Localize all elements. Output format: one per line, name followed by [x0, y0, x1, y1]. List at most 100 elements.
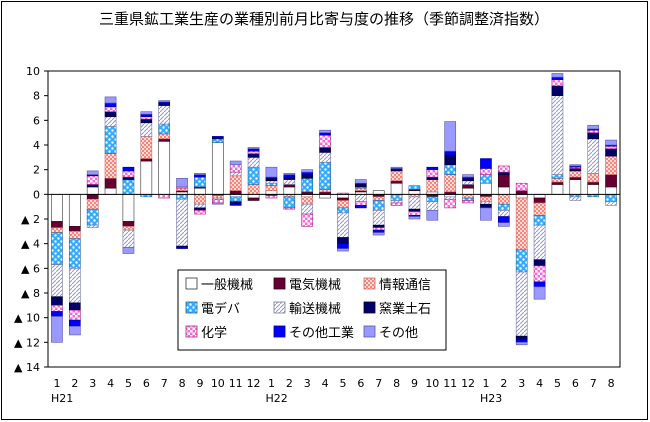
bar-segment — [533, 281, 546, 288]
bar-segment — [372, 224, 385, 228]
year-label: H23 — [480, 392, 502, 405]
bar-segment — [569, 170, 582, 178]
bar-segment — [301, 174, 314, 179]
bar-segment — [569, 179, 582, 195]
bar-segment — [408, 196, 421, 210]
legend-label: その他工業 — [289, 325, 354, 341]
bar-segment — [337, 243, 349, 249]
bar-segment — [497, 165, 510, 173]
bar-segment — [104, 106, 117, 113]
x-tick-label: 6 — [143, 377, 150, 390]
x-tick-label: 2 — [500, 377, 507, 390]
bar-segment — [390, 170, 403, 182]
legend-swatch — [363, 325, 376, 338]
bar-segment — [444, 174, 457, 193]
legend-label: 一般機械 — [201, 277, 253, 293]
bar-segment — [68, 231, 81, 240]
chart-title: 三重県鉱工業生産の業種別前月比寄与度の推移（季節調整済指数） — [98, 10, 549, 28]
bar-segment — [283, 207, 296, 210]
bar-segment — [480, 158, 492, 169]
bar-segment — [194, 176, 206, 188]
bar-segment — [283, 174, 296, 178]
bar-segment — [265, 190, 278, 195]
x-tick-label: 8 — [179, 377, 186, 390]
bar-segment — [372, 229, 385, 233]
y-tick-label: 2 — [33, 164, 40, 177]
bar-segment — [426, 210, 439, 221]
year-label: H22 — [265, 392, 287, 405]
bar-segment — [515, 182, 528, 191]
bar-segment — [194, 173, 206, 175]
bar-segment — [569, 164, 582, 167]
x-tick-label: 10 — [211, 377, 225, 390]
bar-segment — [140, 116, 153, 120]
bar-segment — [533, 202, 546, 216]
bar-segment — [104, 96, 117, 104]
bar-segment — [122, 176, 135, 180]
bar-segment — [104, 126, 117, 154]
x-tick-label: 7 — [590, 377, 597, 390]
bar-segment — [480, 207, 492, 221]
bar-segment — [515, 197, 528, 251]
y-tick-label: 4 — [33, 139, 40, 152]
bar-segment — [372, 196, 385, 201]
bar-segment — [301, 169, 314, 173]
bar-segment — [140, 136, 153, 159]
bar-segment — [587, 173, 600, 183]
bar-segment — [497, 186, 510, 195]
y-tick-label: ▲ 2 — [21, 213, 40, 226]
x-tick-label: 7 — [161, 377, 168, 390]
bar-segment — [229, 160, 242, 166]
bar-segment — [497, 194, 510, 205]
bar-segment — [104, 102, 117, 108]
x-tick-label: 12 — [247, 377, 261, 390]
bar-segment — [122, 247, 135, 254]
legend-swatch — [185, 277, 198, 290]
bar-segment — [605, 148, 617, 157]
bar-segment — [605, 139, 617, 146]
bar-segment — [247, 194, 260, 199]
bar-segment — [247, 150, 260, 154]
bar-segment — [462, 197, 474, 201]
x-tick-label: 4 — [536, 377, 543, 390]
bar-segment — [551, 85, 564, 96]
bar-segment — [551, 95, 564, 175]
x-tick-label: 5 — [339, 377, 346, 390]
bar-segment — [158, 123, 171, 135]
bar-segment — [158, 133, 171, 140]
bar-segment — [247, 153, 260, 158]
bar-segment — [51, 264, 63, 297]
bar-segment — [444, 164, 457, 175]
bar-segment — [51, 296, 63, 306]
bar-segment — [551, 181, 564, 185]
bar-segment — [426, 196, 439, 203]
bar-segment — [247, 166, 260, 185]
bar-segment — [372, 232, 385, 236]
bar-segment — [569, 176, 582, 180]
bar-segment — [569, 196, 582, 201]
legend-label: 情報通信 — [379, 278, 431, 293]
bar-segment — [605, 201, 617, 206]
bar-segment — [319, 147, 331, 153]
bar-segment — [247, 147, 260, 149]
bar-segment — [444, 196, 457, 200]
bar-segment — [408, 190, 421, 195]
bar-segment — [515, 335, 528, 341]
bar-segment — [319, 194, 331, 199]
bar-segment — [533, 286, 546, 300]
bar-segment — [605, 174, 617, 188]
bar-segment — [211, 142, 224, 195]
bar-segment — [533, 215, 546, 226]
bar-segment — [86, 175, 99, 185]
bar-segment — [533, 259, 546, 267]
bar-segment — [480, 201, 492, 205]
bar-segment — [372, 190, 385, 195]
bar-segment — [497, 216, 510, 224]
bar-segment — [104, 187, 117, 195]
bar-segment — [480, 203, 492, 209]
bar-segment — [587, 132, 600, 140]
bar-segment — [337, 194, 349, 199]
bar-segment — [283, 184, 296, 188]
legend-swatch — [273, 277, 286, 290]
bar-segment — [551, 184, 564, 195]
